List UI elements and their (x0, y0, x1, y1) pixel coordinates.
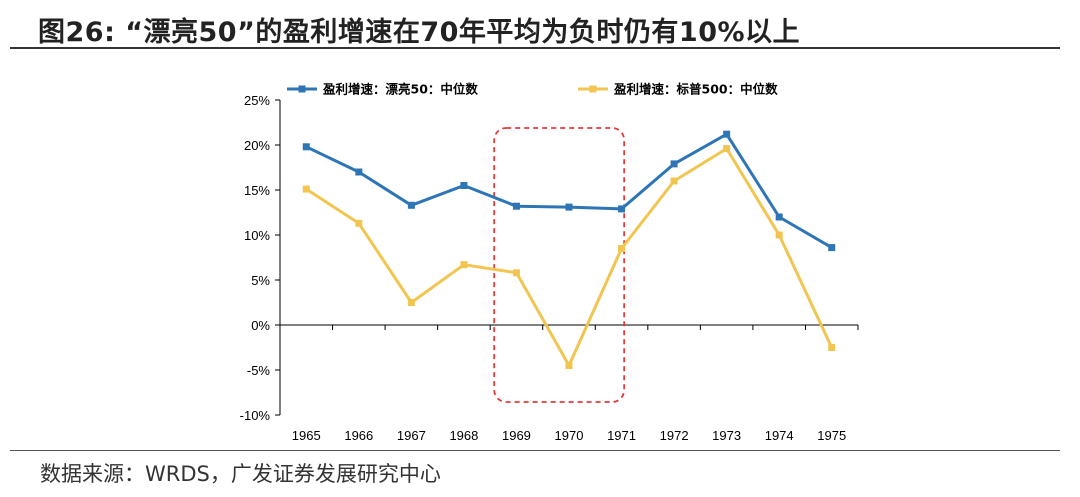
data-point (512, 269, 520, 277)
x-tick-label: 1974 (765, 428, 794, 443)
x-tick-label: 1968 (449, 428, 478, 443)
y-tick-label: 25% (244, 93, 270, 108)
data-point (618, 205, 626, 213)
legend-label: 盈利增速：标普500：中位数 (613, 82, 778, 97)
x-tick-label: 1967 (397, 428, 426, 443)
chart-legend: 盈利增速：漂亮50：中位数 盈利增速：标普500：中位数 (287, 82, 778, 97)
data-point (618, 245, 626, 252)
data-point (565, 203, 573, 211)
data-point (565, 362, 573, 369)
data-point (355, 219, 363, 227)
y-tick-label: 5% (251, 273, 270, 288)
title-divider (10, 47, 1060, 49)
y-tick-label: 10% (244, 228, 270, 243)
line-chart: 25% 20% 15% 10% 5% 0% -5% -10% 1965 1966 1967 1968 1… (240, 82, 859, 443)
data-point (828, 344, 836, 351)
data-point (775, 213, 783, 221)
y-tick-label: -10% (240, 408, 271, 423)
y-tick-label: 0% (251, 318, 270, 333)
data-point (460, 261, 468, 269)
data-point (723, 130, 731, 138)
series-0 (302, 130, 836, 252)
data-point (460, 182, 468, 189)
data-point (828, 244, 836, 252)
data-point (355, 168, 363, 176)
data-point (302, 143, 310, 151)
x-tick-label: 1966 (344, 428, 373, 443)
data-point (670, 177, 678, 185)
series-line (305, 147, 834, 367)
x-tick-label: 1972 (660, 428, 689, 443)
source-divider (10, 450, 1060, 451)
data-point (407, 299, 415, 306)
highlight-box (493, 127, 626, 403)
x-tick-label: 1965 (292, 428, 321, 443)
y-tick-label: 15% (244, 183, 270, 198)
series-1 (302, 145, 836, 369)
x-tick-label: 1970 (555, 428, 584, 443)
legend-item-1: 盈利增速：标普500：中位数 (578, 82, 778, 97)
legend-marker (298, 85, 306, 93)
data-point (670, 160, 678, 168)
highlight-box-group (493, 127, 626, 403)
source-note: 数据来源：WRDS，广发证券发展研究中心 (40, 462, 441, 486)
x-tick-label: 1971 (607, 428, 636, 443)
data-point (775, 231, 783, 239)
data-point (512, 202, 520, 210)
legend-label: 盈利增速：漂亮50：中位数 (322, 82, 478, 97)
chart-axes: 25% 20% 15% 10% 5% 0% -5% -10% 1965 1966 1967 1968 1… (240, 93, 859, 443)
x-tick-label: 1975 (817, 428, 846, 443)
x-tick-label: 1973 (712, 428, 741, 443)
y-tick-label: -5% (247, 363, 271, 378)
data-point (723, 145, 731, 153)
figure-title-bar: 图26: “漂亮50”的盈利增速在70年平均为负时仍有10%以上 (10, 6, 1060, 48)
figure-title: 图26: “漂亮50”的盈利增速在70年平均为负时仍有10%以上 (38, 17, 801, 48)
legend-item-0: 盈利增速：漂亮50：中位数 (287, 82, 478, 97)
x-tick-label: 1969 (502, 428, 531, 443)
series-layer (302, 130, 836, 369)
data-point (302, 185, 310, 193)
legend-marker (589, 85, 597, 93)
y-tick-label: 20% (244, 138, 270, 153)
data-point (407, 201, 415, 209)
